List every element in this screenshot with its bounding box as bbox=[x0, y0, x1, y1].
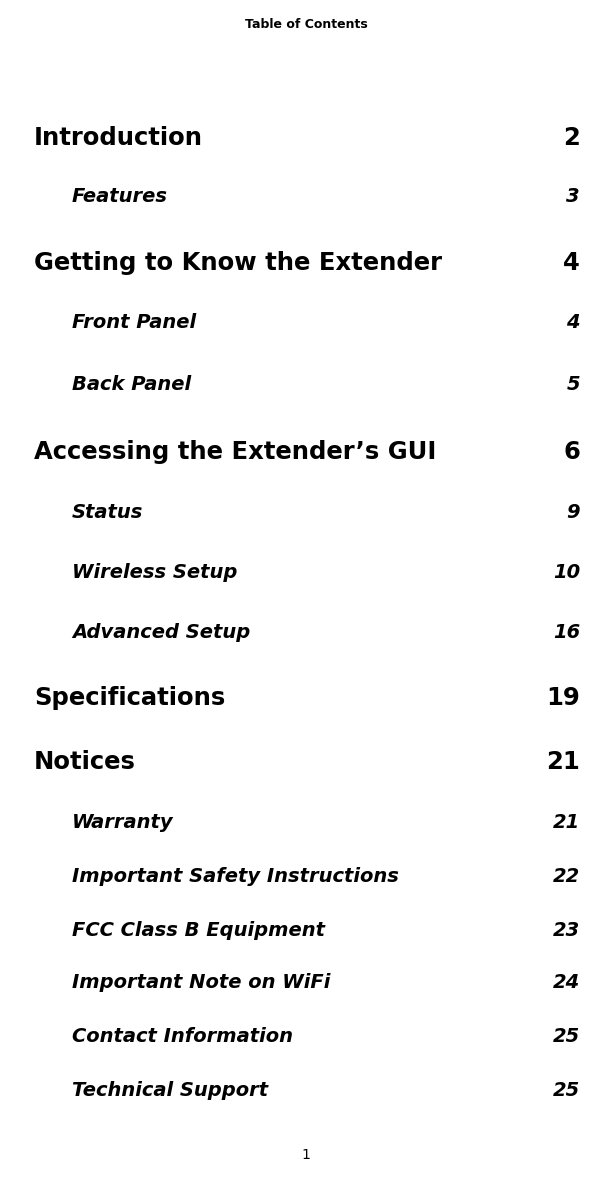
Text: Contact Information: Contact Information bbox=[72, 1027, 293, 1045]
Text: 1: 1 bbox=[302, 1148, 310, 1162]
Text: FCC Class B Equipment: FCC Class B Equipment bbox=[72, 920, 325, 939]
Text: 21: 21 bbox=[547, 750, 580, 774]
Text: 3: 3 bbox=[566, 186, 580, 205]
Text: Important Note on WiFi: Important Note on WiFi bbox=[72, 974, 330, 992]
Text: 2: 2 bbox=[563, 126, 580, 150]
Text: Accessing the Extender’s GUI: Accessing the Extender’s GUI bbox=[34, 440, 436, 464]
Text: 25: 25 bbox=[553, 1027, 580, 1045]
Text: 9: 9 bbox=[566, 504, 580, 523]
Text: Notices: Notices bbox=[34, 750, 136, 774]
Text: 6: 6 bbox=[563, 440, 580, 464]
Text: Wireless Setup: Wireless Setup bbox=[72, 564, 237, 583]
Text: Front Panel: Front Panel bbox=[72, 314, 196, 333]
Text: Warranty: Warranty bbox=[72, 813, 174, 832]
Text: Status: Status bbox=[72, 504, 143, 523]
Text: 10: 10 bbox=[553, 564, 580, 583]
Text: Introduction: Introduction bbox=[34, 126, 203, 150]
Text: Table of Contents: Table of Contents bbox=[245, 18, 367, 31]
Text: Features: Features bbox=[72, 186, 168, 205]
Text: 21: 21 bbox=[553, 813, 580, 832]
Text: Technical Support: Technical Support bbox=[72, 1081, 268, 1100]
Text: 16: 16 bbox=[553, 623, 580, 642]
Text: 4: 4 bbox=[563, 251, 580, 275]
Text: 5: 5 bbox=[566, 375, 580, 394]
Text: 4: 4 bbox=[566, 314, 580, 333]
Text: 25: 25 bbox=[553, 1081, 580, 1100]
Text: Back Panel: Back Panel bbox=[72, 375, 191, 394]
Text: Advanced Setup: Advanced Setup bbox=[72, 623, 250, 642]
Text: 24: 24 bbox=[553, 974, 580, 992]
Text: 23: 23 bbox=[553, 920, 580, 939]
Text: Important Safety Instructions: Important Safety Instructions bbox=[72, 867, 399, 886]
Text: 19: 19 bbox=[547, 686, 580, 710]
Text: Getting to Know the Extender: Getting to Know the Extender bbox=[34, 251, 442, 275]
Text: Specifications: Specifications bbox=[34, 686, 225, 710]
Text: 22: 22 bbox=[553, 867, 580, 886]
